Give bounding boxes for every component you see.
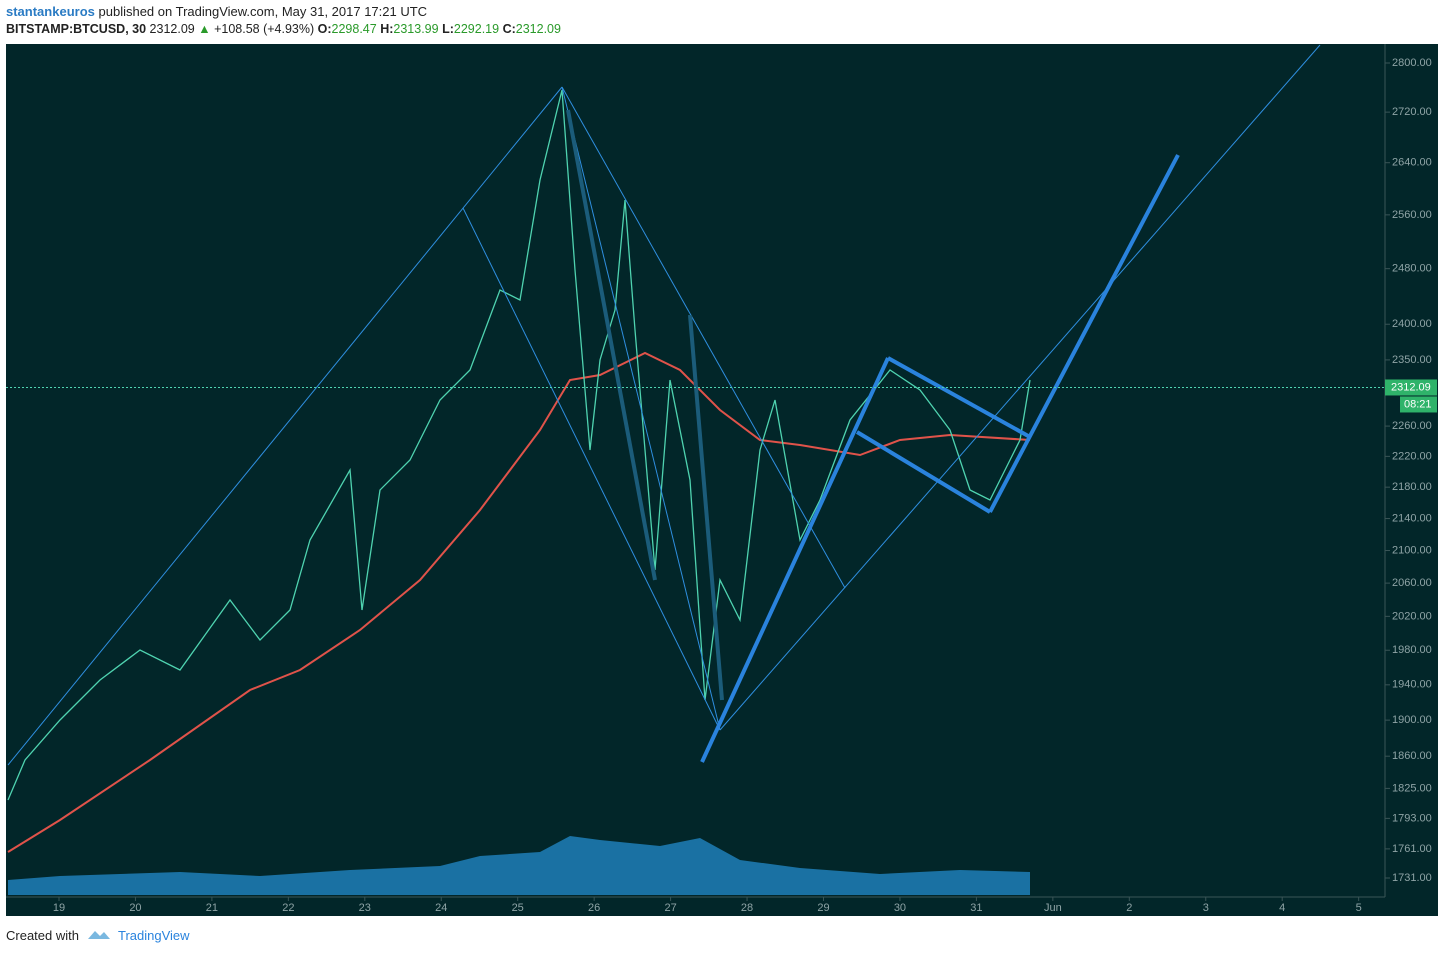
chart-bg: [6, 44, 1438, 916]
x-tick-label: Jun: [1044, 902, 1062, 914]
y-tick-label: 2800.00: [1392, 57, 1432, 69]
x-tick-label: 19: [53, 902, 65, 914]
y-tick-label: 2180.00: [1392, 481, 1432, 493]
pattern-lines: [700, 154, 1180, 763]
y-tick-label: 1940.00: [1392, 679, 1432, 691]
x-tick-label: 21: [206, 902, 218, 914]
last: 2312.09: [149, 22, 195, 36]
footer: Created with TradingView: [6, 928, 190, 943]
x-tick-label: 27: [664, 902, 676, 914]
y-tick-label: 2640.00: [1392, 157, 1432, 169]
y-tick-label: 2560.00: [1392, 209, 1432, 221]
x-tick-label: 26: [588, 902, 600, 914]
author[interactable]: stantankeuros: [6, 4, 95, 19]
x-tick-label: 2: [1126, 902, 1132, 914]
logo: [87, 931, 110, 939]
arrow: ▲: [198, 22, 211, 36]
created: Created with: [6, 928, 79, 943]
x-tick-label: 5: [1356, 902, 1362, 914]
y-tick-label: 2100.00: [1392, 544, 1432, 556]
y-tick-label: 1793.00: [1392, 812, 1432, 824]
change: +108.58 (+4.93%): [214, 22, 315, 36]
quote: BITSTAMP:BTCUSD, 30 2312.09 ▲ +108.58 (+…: [6, 22, 561, 36]
x-tick-label: 20: [129, 902, 141, 914]
y-tick-label: 1825.00: [1392, 782, 1432, 794]
x-tick-label: 3: [1203, 902, 1209, 914]
y-tick-label: 2140.00: [1392, 512, 1432, 524]
x-tick-label: 29: [817, 902, 829, 914]
y-tick-label: 1761.00: [1392, 843, 1432, 855]
volume: [8, 836, 1030, 895]
published: published on TradingView.com, May 31, 20…: [98, 4, 428, 19]
close: 2312.09: [515, 22, 561, 36]
c-label: C:: [502, 22, 516, 36]
x-tick-label: 28: [741, 902, 753, 914]
symbol: BITSTAMP:BTCUSD, 30: [6, 22, 147, 36]
x-tick-label: 23: [359, 902, 371, 914]
x-tick-label: 22: [282, 902, 294, 914]
x-tick-label: 31: [970, 902, 982, 914]
countdown: 08:21: [1404, 398, 1432, 410]
x-tick-label: 25: [512, 902, 524, 914]
x-tick-label: 30: [894, 902, 906, 914]
o-label: O:: [317, 22, 332, 36]
y-tick-label: 2400.00: [1392, 318, 1432, 330]
h-label: H:: [380, 22, 394, 36]
l-label: L:: [442, 22, 454, 36]
header: stantankeuros published on TradingView.c…: [6, 4, 427, 19]
y-tick-label: 1731.00: [1392, 872, 1432, 884]
chart: 2800.00 2720.00 2640.00 2560.00 2480.00 2400.…: [6, 44, 1438, 916]
y-tick-label: 2720.00: [1392, 106, 1432, 118]
dark-lines: [566, 109, 724, 701]
last-price-box: [1385, 379, 1437, 396]
low: 2292.19: [453, 22, 500, 36]
y-tick-label: 2350.00: [1392, 354, 1432, 366]
brand[interactable]: TradingView: [118, 928, 190, 943]
x-tick-label: 4: [1279, 902, 1285, 914]
high: 2313.99: [393, 22, 439, 36]
trend-lines: [7, 44, 1321, 766]
last-price-label: 2312.09: [1391, 381, 1431, 393]
x-tick-label: 24: [435, 902, 447, 914]
open: 2298.47: [331, 22, 377, 36]
countdown-box: [1400, 396, 1437, 413]
moving-average: [7, 351, 1031, 853]
y-tick-label: 2020.00: [1392, 610, 1432, 622]
y-tick-label: 2480.00: [1392, 263, 1432, 275]
y-tick-label: 2060.00: [1392, 577, 1432, 589]
y-tick-label: 1980.00: [1392, 644, 1432, 656]
y-tick-label: 2260.00: [1392, 420, 1432, 432]
y-tick-label: 1860.00: [1392, 750, 1432, 762]
y-tick-label: 1900.00: [1392, 714, 1432, 726]
y-tick-label: 2220.00: [1392, 450, 1432, 462]
